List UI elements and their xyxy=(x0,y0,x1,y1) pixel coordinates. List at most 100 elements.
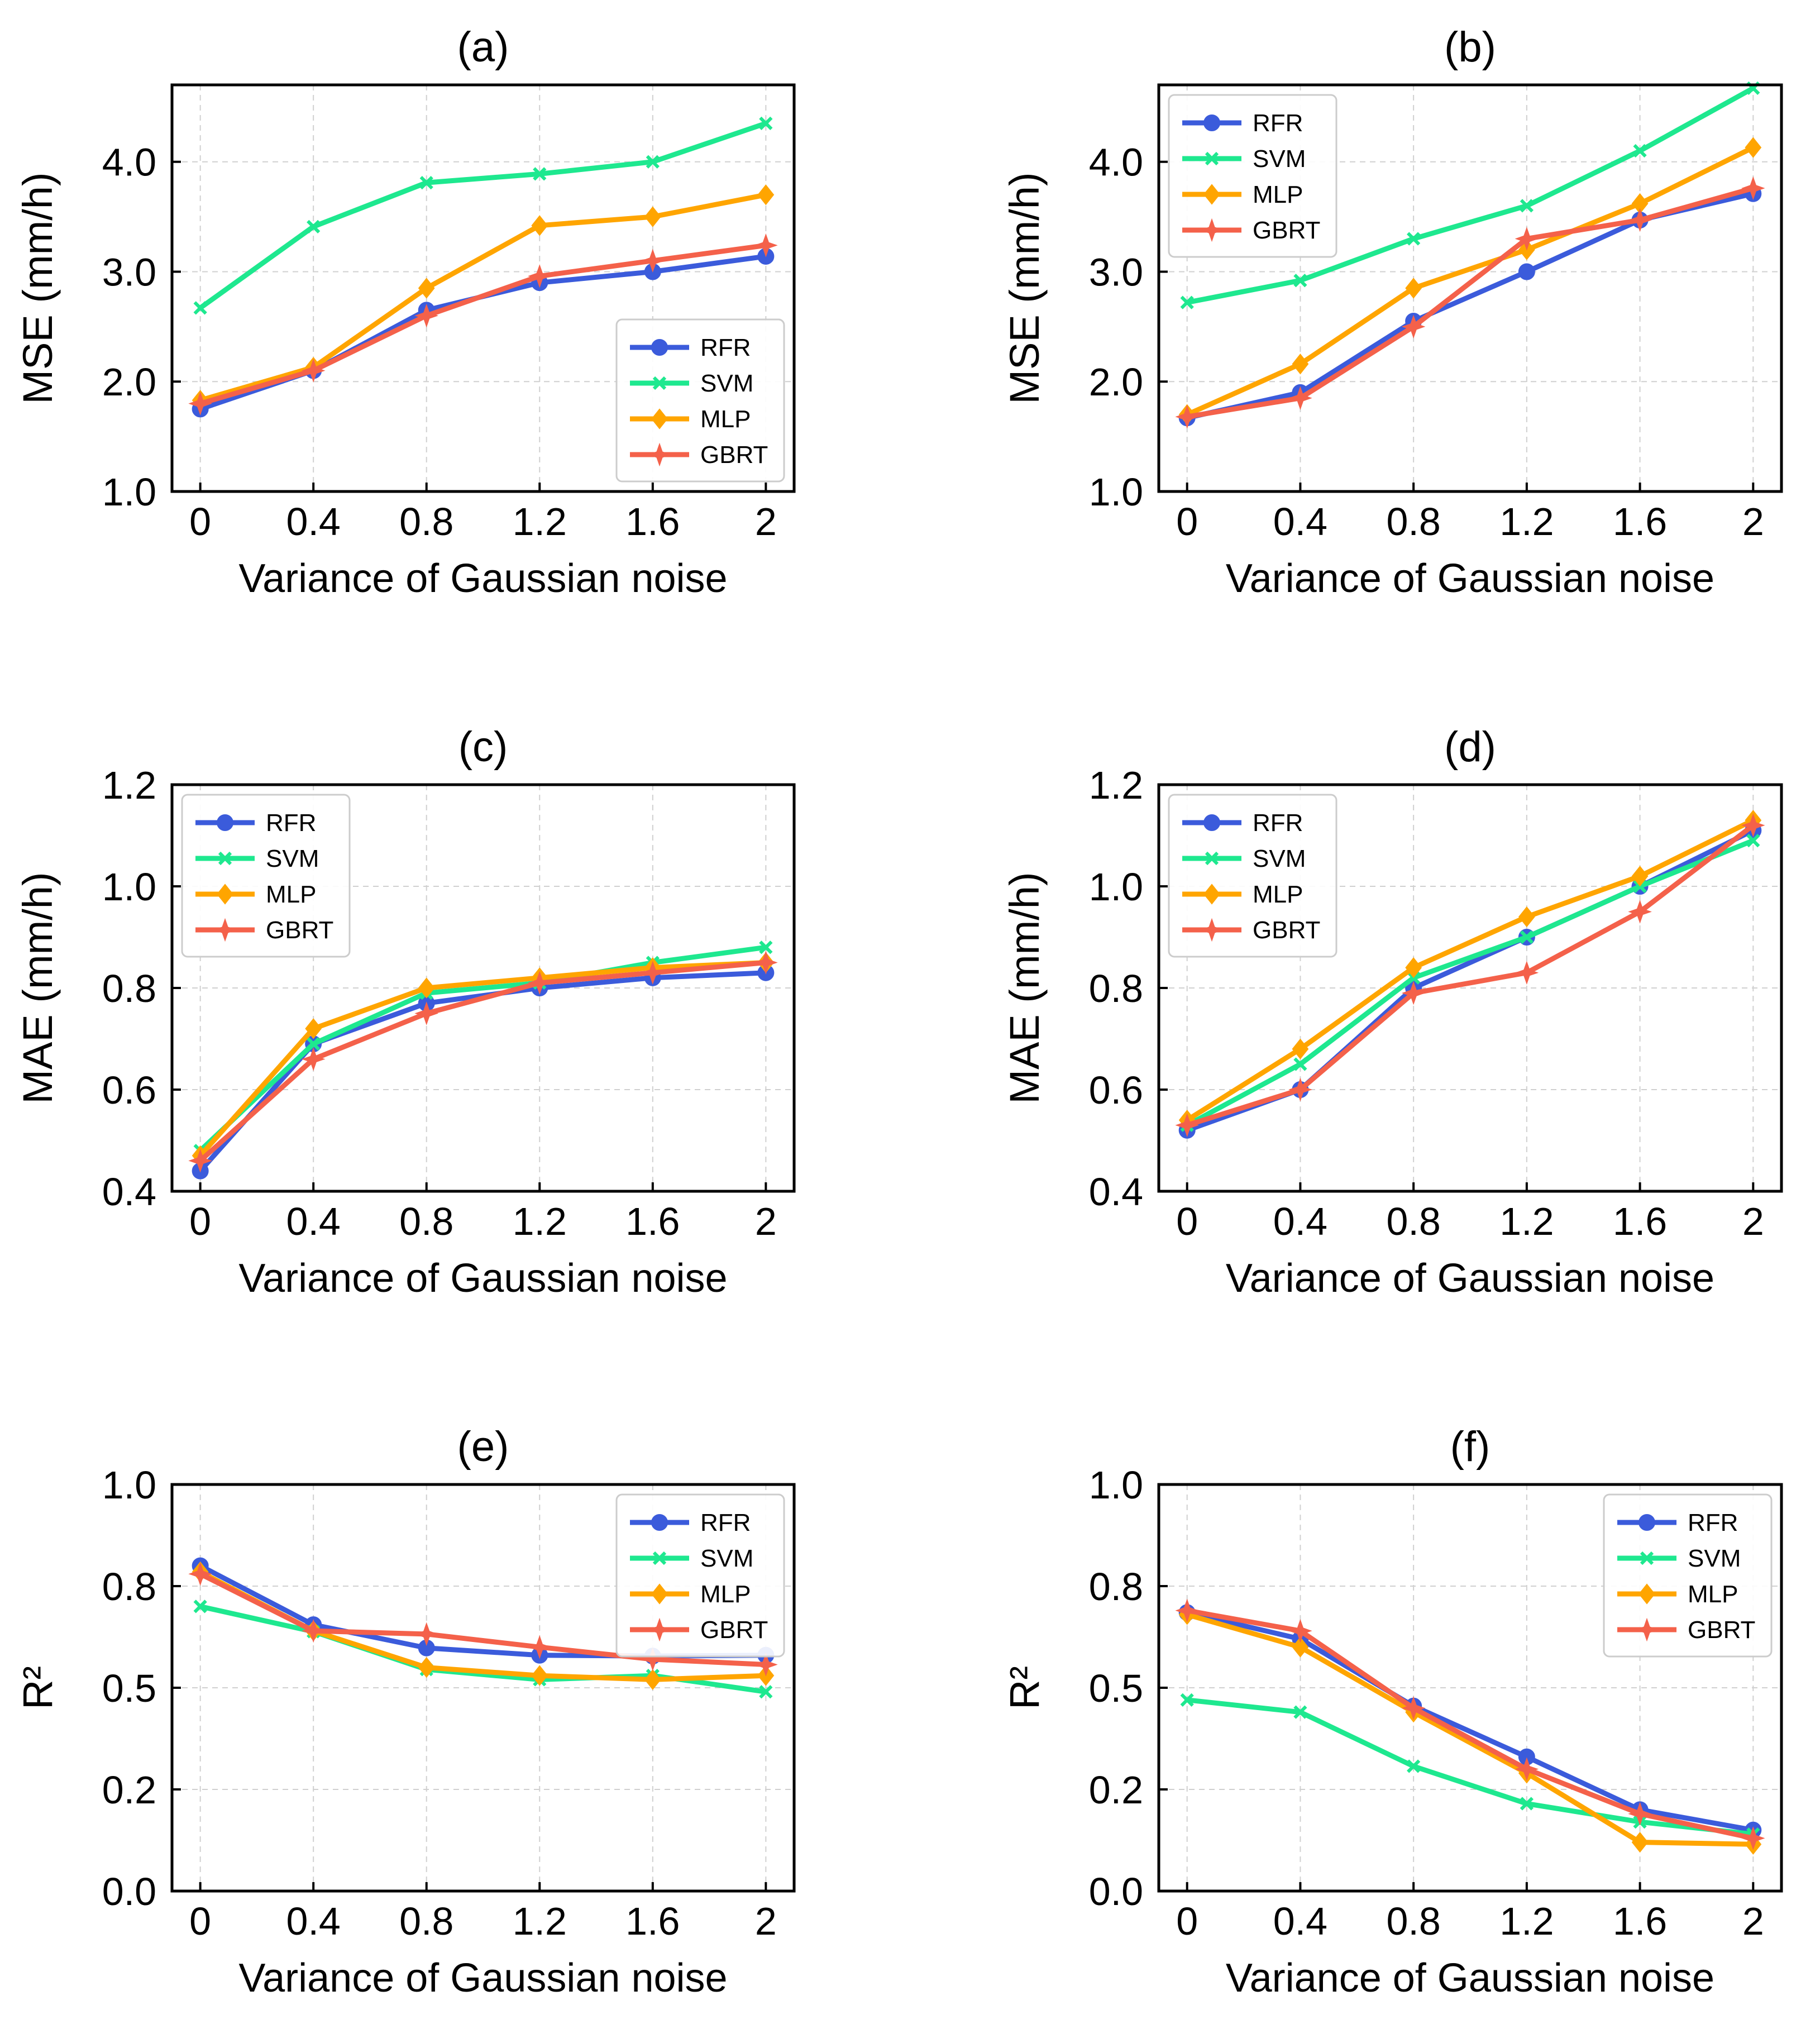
x-tick-label-1-0: 0 xyxy=(1176,500,1198,543)
marker-legend2-3-0 xyxy=(213,918,237,942)
marker-5-3-1 xyxy=(1288,1619,1312,1643)
marker-2-3-1 xyxy=(301,1047,326,1071)
marker-3-2-1 xyxy=(1292,1038,1309,1059)
marker-legend4-0-0 xyxy=(651,1514,668,1531)
marker-0-1-0 xyxy=(193,301,207,315)
series-line-mlp-1 xyxy=(1184,145,1756,417)
chart-panel-2: 0 0.4 0.8 1.2 1.6 2 0.4 0.6 0.8 1.0 1.2 (c) Variance… xyxy=(15,723,796,1301)
legend-label-1-0: RFR xyxy=(1253,109,1303,137)
marker-0-1-1 xyxy=(307,219,321,233)
marker-4-1-5 xyxy=(759,1685,773,1699)
marker-0-3-5 xyxy=(754,233,778,257)
x-tick-label-3-5: 2 xyxy=(1742,1200,1764,1243)
series-line-gbrt-1 xyxy=(1184,185,1756,419)
series-line-mlp-5 xyxy=(1184,1612,1756,1847)
panel-title-3: (d) xyxy=(1444,723,1496,771)
x-tick-label-2-1: 0.4 xyxy=(286,1200,341,1243)
legend-box-5 xyxy=(1603,1493,1773,1658)
x-tick-label-3-1: 0.4 xyxy=(1273,1200,1327,1243)
legend-label-3-2: MLP xyxy=(1253,881,1303,908)
marker-legend0-1-0 xyxy=(652,376,667,390)
x-tick-label-1-1: 0.4 xyxy=(1273,500,1327,543)
marker-4-3-3 xyxy=(528,1635,552,1659)
legend-label-2-0: RFR xyxy=(266,809,316,837)
chart-panel-1: 0 0.4 0.8 1.2 1.6 2 1.0 2.0 3.0 4.0 (b) Variance of… xyxy=(1001,23,1783,601)
marker-5-3-2 xyxy=(1401,1696,1426,1720)
y-tick-label-0-3: 4.0 xyxy=(102,141,156,184)
marker-0-2-4 xyxy=(644,206,661,227)
x-axis-label-1: Variance of Gaussian noise xyxy=(1226,556,1714,601)
y-tick-label-2-0: 0.4 xyxy=(102,1170,156,1214)
marker-5-1-0 xyxy=(1180,1693,1194,1707)
marker-1-2-1 xyxy=(1292,354,1309,375)
y-tick-label-0-0: 1.0 xyxy=(102,470,156,514)
marker-1-3-5 xyxy=(1741,176,1765,200)
legend-box-4 xyxy=(615,1493,785,1658)
marker-2-1-1 xyxy=(307,1037,321,1051)
marker-legend5-3-0 xyxy=(1635,1617,1659,1642)
marker-1-3-2 xyxy=(1401,314,1426,339)
marker-1-2-5 xyxy=(1745,137,1762,158)
marker-legend4-3-0 xyxy=(647,1617,672,1642)
panel-title-0: (a) xyxy=(457,23,509,71)
marker-3-2-3 xyxy=(1518,906,1535,928)
marker-legend3-3-0 xyxy=(1200,918,1224,942)
series-line-svm-1 xyxy=(1184,85,1756,305)
x-tick-label-2-5: 2 xyxy=(755,1200,777,1243)
y-tick-label-5-2: 0.5 xyxy=(1089,1667,1143,1710)
marker-legend5-1-0 xyxy=(1640,1551,1654,1565)
y-tick-label-4-2: 0.5 xyxy=(102,1667,156,1710)
y-tick-label-2-4: 1.2 xyxy=(102,763,156,807)
legend-label-4-1: SVM xyxy=(700,1545,753,1572)
legend-box-0 xyxy=(615,318,785,483)
legend-label-5-3: GBRT xyxy=(1688,1616,1755,1644)
chart-panel-4: 0 0.4 0.8 1.2 1.6 2 0.0 0.2 0.5 0.8 1.0 (e) Variance… xyxy=(15,1423,796,2001)
series-line-gbrt-0 xyxy=(198,242,768,407)
marker-legend0-3-0 xyxy=(647,442,672,467)
marker-3-1-5 xyxy=(1746,833,1760,848)
marker-legend3-2-0 xyxy=(1203,884,1220,905)
y-axis-label-0: MSE (mm/h) xyxy=(15,172,61,404)
legend-label-3-1: SVM xyxy=(1253,845,1306,872)
y-tick-label-3-4: 1.2 xyxy=(1089,763,1143,807)
marker-0-3-0 xyxy=(188,392,212,416)
panel-title-4: (e) xyxy=(457,1423,509,1471)
marker-0-3-3 xyxy=(528,264,552,288)
marker-legend3-1-0 xyxy=(1205,851,1219,866)
marker-4-3-4 xyxy=(641,1647,665,1672)
legend-box-1 xyxy=(1168,94,1337,258)
y-tick-label-5-1: 0.2 xyxy=(1089,1768,1143,1812)
legend-2: RFR SVM MLP GBRT xyxy=(181,794,351,958)
marker-legend2-2-0 xyxy=(217,884,233,905)
marker-2-2-2 xyxy=(418,977,435,999)
marker-legend1-3-0 xyxy=(1200,218,1224,242)
legend-label-5-2: MLP xyxy=(1688,1581,1738,1608)
marker-3-3-0 xyxy=(1175,1113,1199,1137)
x-tick-label-2-0: 0 xyxy=(189,1200,211,1243)
marker-4-3-5 xyxy=(754,1653,778,1677)
x-tick-label-0-3: 1.2 xyxy=(513,500,567,543)
x-axis-label-3: Variance of Gaussian noise xyxy=(1226,1256,1714,1301)
x-axis-label-4: Variance of Gaussian noise xyxy=(238,1956,727,2001)
marker-5-2-1 xyxy=(1292,1636,1309,1658)
marker-0-3-1 xyxy=(301,359,326,383)
x-tick-label-4-2: 0.8 xyxy=(399,1899,453,1943)
marker-5-1-2 xyxy=(1407,1759,1421,1773)
marker-legend2-0-0 xyxy=(217,814,233,831)
marker-1-2-2 xyxy=(1405,278,1422,299)
series-line-mlp-2 xyxy=(198,960,768,1158)
marker-3-3-4 xyxy=(1628,900,1652,924)
marker-0-1-5 xyxy=(759,116,773,130)
marker-legend2-1-0 xyxy=(218,851,232,866)
legend-label-3-3: GBRT xyxy=(1253,916,1320,944)
y-tick-label-4-0: 0.0 xyxy=(102,1870,156,1913)
x-tick-label-3-0: 0 xyxy=(1176,1200,1198,1243)
marker-2-3-5 xyxy=(754,951,778,975)
plot-frame-1 xyxy=(1157,83,1783,493)
marker-legend5-0-0 xyxy=(1639,1514,1655,1531)
marker-4-2-3 xyxy=(531,1665,548,1686)
legend-0: RFR SVM MLP GBRT xyxy=(615,318,785,483)
x-tick-label-1-4: 1.6 xyxy=(1613,500,1667,543)
plot-frame-0 xyxy=(170,83,796,493)
